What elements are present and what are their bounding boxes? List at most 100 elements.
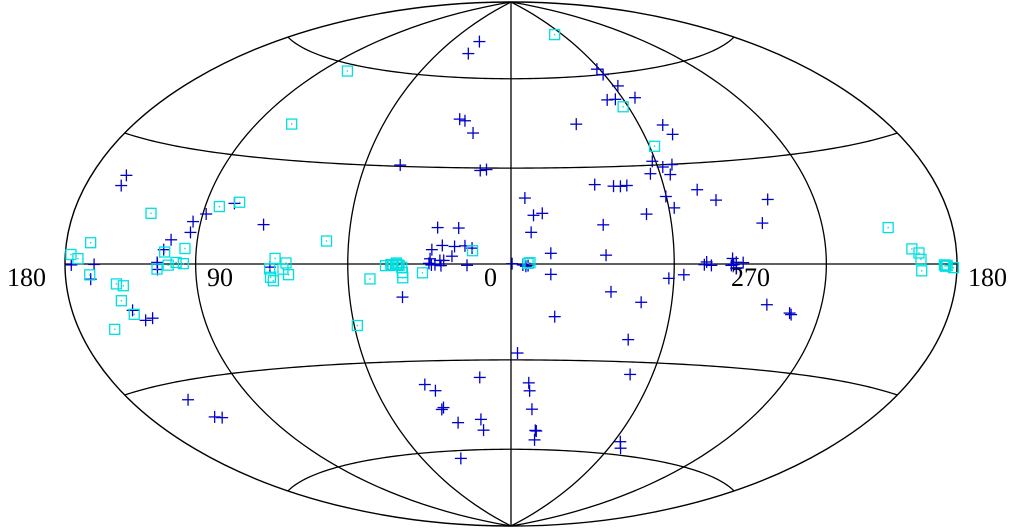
square-marker [947, 261, 960, 274]
plus-marker [452, 222, 465, 235]
square-marker-dot [356, 324, 359, 327]
square-marker-box [264, 271, 277, 283]
plus-marker [473, 371, 486, 384]
plus-marker [756, 217, 769, 230]
square-marker [341, 65, 354, 77]
square-marker-dot [268, 268, 271, 270]
square-marker-dot [218, 205, 221, 208]
plus-marker [691, 183, 704, 196]
square-marker-dot [120, 300, 123, 302]
square-marker [280, 257, 292, 269]
square-marker-box [882, 221, 894, 234]
square-marker-dot [527, 262, 529, 265]
square-marker-box [170, 256, 182, 269]
square-marker-dot [238, 201, 241, 203]
square-marker-box [179, 242, 191, 255]
plus-marker [601, 93, 614, 106]
plus-marker [120, 169, 133, 182]
plus-marker [187, 215, 200, 228]
plus-marker [700, 255, 713, 268]
plus-marker [590, 63, 603, 76]
square-marker-box [286, 118, 298, 130]
plus-marker [597, 68, 610, 81]
plus-marker [605, 285, 618, 298]
plus-marker [635, 296, 648, 309]
meridian-line [194, 1, 512, 527]
plus-marker [730, 256, 743, 269]
plus-marker [677, 268, 690, 281]
square-marker [524, 257, 536, 269]
square-marker [938, 259, 951, 271]
square-marker [882, 221, 894, 234]
plus-marker [431, 221, 444, 234]
square-marker [393, 259, 405, 271]
plus-marker [614, 180, 627, 193]
plus-marker [548, 310, 561, 323]
plus-marker [518, 192, 531, 205]
square-marker-dot [401, 266, 403, 268]
plus-marker [646, 155, 659, 168]
square-marker-dot [274, 257, 276, 260]
plus-marker [614, 442, 627, 455]
square-marker-dot [290, 123, 293, 125]
tick-label-270: 270 [731, 263, 770, 292]
square-marker [466, 245, 479, 257]
square-marker-dot [946, 265, 948, 267]
plus-marker [662, 272, 675, 285]
plus-marker [600, 249, 613, 262]
square-marker-dot [269, 276, 272, 278]
plus-marker [622, 333, 635, 346]
plus-marker [698, 258, 711, 271]
square-marker-box [947, 261, 960, 274]
square-marker-box [396, 261, 408, 273]
square-marker-dot [471, 250, 474, 252]
tick-label-90: 90 [207, 263, 233, 292]
square-marker-dot [421, 272, 424, 274]
square-marker-box [393, 259, 405, 271]
plus-marker [88, 258, 101, 271]
plus-marker [760, 298, 773, 311]
square-marker-dot [175, 261, 177, 264]
plus-marker [208, 410, 221, 423]
square-marker-box [913, 247, 925, 259]
plus-marker [666, 128, 679, 141]
square-marker-box [84, 269, 96, 281]
square-marker-dot [944, 265, 947, 267]
plus-marker [184, 226, 197, 239]
square-marker-box [65, 248, 77, 261]
plus-marker [422, 257, 435, 270]
meridian-line [347, 1, 512, 527]
plus-marker [216, 411, 229, 424]
plus-marker [527, 209, 540, 222]
square-marker-box [351, 319, 364, 332]
square-marker [65, 248, 77, 261]
plus-marker [433, 254, 446, 267]
plus-marker [165, 233, 178, 246]
square-marker-box [938, 259, 951, 271]
plus-marker [182, 393, 195, 406]
plus-marker [640, 208, 653, 221]
plus-marker [665, 158, 678, 171]
square-marker-dot [346, 70, 349, 72]
square-marker-box [466, 245, 479, 257]
square-marker-box [320, 235, 333, 247]
square-marker-box [280, 257, 292, 269]
square-marker-dot [163, 251, 166, 253]
square-marker [115, 295, 128, 307]
plus-marker [785, 308, 798, 321]
square-marker [906, 243, 918, 255]
plus-marker [644, 167, 657, 180]
square-marker-dot [622, 106, 624, 108]
square-marker-dot [272, 280, 275, 282]
square-marker [320, 235, 333, 247]
plus-marker [474, 413, 487, 426]
square-marker [351, 319, 364, 332]
plus-marker [448, 240, 461, 253]
square-marker [117, 280, 129, 292]
square-marker [269, 252, 281, 265]
square-marker-dot [115, 283, 118, 285]
square-marker [941, 260, 953, 272]
square-marker [913, 247, 925, 259]
plus-marker [656, 118, 669, 131]
plus-marker [522, 259, 535, 272]
